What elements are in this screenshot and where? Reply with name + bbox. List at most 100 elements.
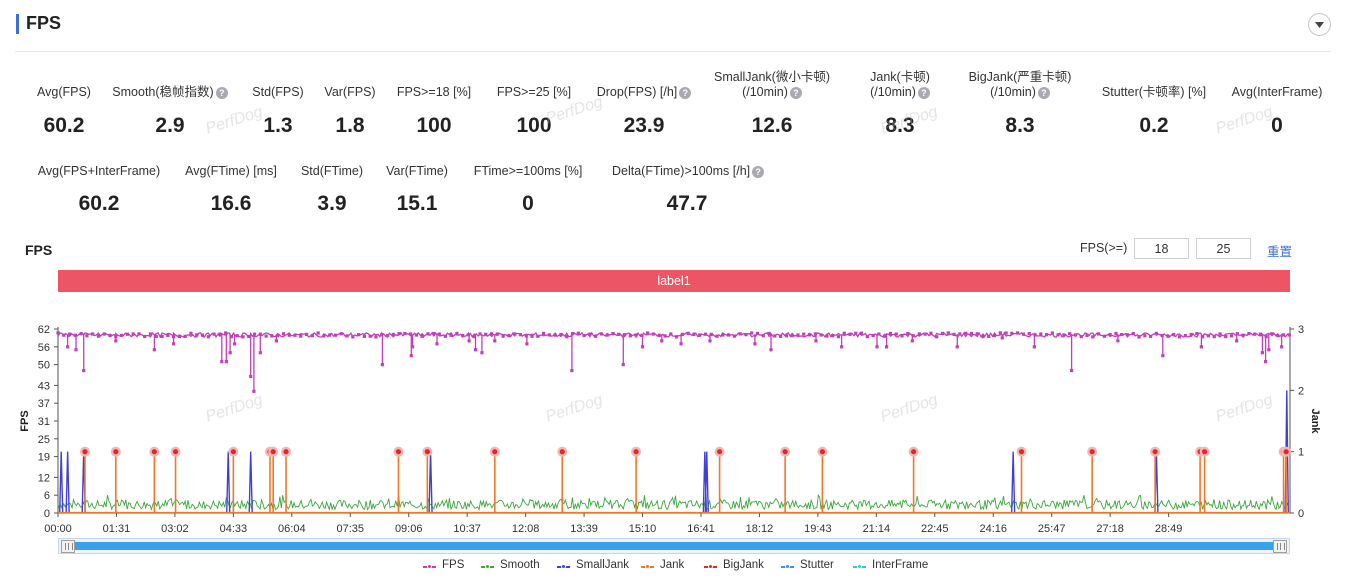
series-fps-point [304,332,309,336]
series-fps-dip-point [274,339,278,343]
series-fps-point [1143,334,1147,338]
metric-label: Delta(FTime)>100ms [/h]? [612,164,765,179]
metric-label: Stutter(卡顿率) [%] [1079,85,1229,100]
series-bigjank-point [395,449,402,455]
section-header: FPS [0,0,1346,52]
help-icon[interactable]: ? [752,166,765,178]
series-fps-point [1068,332,1072,336]
series-fps-dip-point [660,339,664,343]
series-fps-point [917,332,921,336]
series-fps-point [362,334,366,338]
series-bigjank-point [270,449,276,455]
metric-label-text: Std(FPS) [252,85,304,99]
slider-handle-start[interactable] [61,540,75,553]
metric-std-fps: Std(FPS) 1.3 [203,70,353,142]
time-range-slider[interactable] [58,538,1290,554]
series-fps-point [102,332,106,336]
series-fps-point [189,331,193,335]
series-fps-point [276,333,280,338]
series-fps-dip-point [1000,336,1004,340]
series-bigjank-point [283,449,289,455]
help-icon[interactable]: ? [789,87,802,99]
label-bar[interactable]: label1 [58,270,1290,292]
metric-std-ftime: Std(FTime) 3.9 [257,149,407,220]
series-fps-point [1149,334,1153,338]
metric-label-text: Std(FTime) [300,164,364,178]
series-fps-point [542,331,546,336]
metric-avg-interframe: Avg(InterFrame) 0 [1202,70,1346,142]
fps-threshold-input-2[interactable] [1196,238,1251,259]
series-fps-point [969,331,974,336]
series-fps-point [565,335,569,339]
series-fps-point [1010,331,1014,335]
series-fps-point [888,331,893,336]
series-fps-dip-point [814,339,818,343]
legend-swatch [853,564,866,569]
metric-label-text: Avg(FTime) [ms] [185,164,277,178]
collapse-button[interactable] [1308,13,1331,36]
series-fps-point [1264,335,1268,339]
series-fps-point [1039,332,1043,336]
metric-label: Avg(FPS) [0,85,139,100]
metric-value: 23.9 [623,114,665,137]
series-bigjank-point [151,449,157,455]
series-fps-point [501,334,505,338]
series-fps-dip-point [1263,360,1268,364]
header-accent-bar [16,14,19,34]
series-fps-point [91,332,95,336]
slider-handle-end[interactable] [1273,540,1287,553]
y-tick-label: 0 [44,508,50,520]
series-fps-point [73,333,77,337]
series-fps-point [374,335,378,339]
slider-range-fill[interactable] [71,542,1277,550]
reset-link[interactable]: 重置 [1267,245,1293,259]
metric-label: Std(FTime) [257,164,407,179]
series-fps-point [1276,334,1280,338]
y2-tick-label: 1 [1298,447,1304,459]
series-fps-point [1270,332,1274,336]
series-fps-point [310,334,314,338]
series-fps-point [1102,334,1106,338]
help-icon[interactable]: ? [679,87,692,99]
fps-threshold-input-1[interactable] [1134,238,1189,259]
series-fps-point [646,331,650,335]
series-fps-dip-point [885,345,889,349]
metric-delta-ftime-100ms-h: Delta(FTime)>100ms [/h]? 47.7 [612,149,765,220]
help-icon[interactable]: ? [1037,87,1050,99]
legend-label: Jank [660,559,685,571]
y-tick-label: 19 [38,452,50,464]
help-icon[interactable]: ? [917,87,930,99]
metric-jank: Jank(卡顿) (/10min)? 8.3 [825,70,975,142]
series-fps-point [779,334,783,338]
series-smalljank-spike [704,451,709,514]
series-fps-dip-point [480,351,484,355]
metric-label: BigJank(严重卡顿) (/10min)? [945,70,1095,100]
series-fps-dip-point [473,348,478,352]
series-fps-point [935,335,939,339]
series-fps-point [530,334,534,338]
series-fps-point [409,332,413,336]
series-bigjank-point [910,449,917,455]
metric-value: 8.3 [1005,114,1035,137]
series-fps-point [946,331,950,335]
series-fps-dip-point [220,360,224,364]
series-fps-point [680,332,684,336]
legend-swatch [481,564,494,569]
series-fps-dip-point [74,348,78,352]
series-fps-dip-point [493,339,497,343]
series-fps-point [183,334,187,338]
series-fps-point [385,334,390,338]
series-fps-point [166,333,170,338]
x-tick-label: 25:47 [1038,523,1066,535]
series-fps-point [940,331,945,336]
metric-value: 100 [416,114,452,137]
series-fps-point [1183,334,1187,338]
x-tick-label: 22:45 [921,523,949,535]
help-icon[interactable]: ? [215,87,228,99]
series-fps-dip-point [1070,368,1074,373]
series-fps-point [611,331,615,336]
series-fps-point [1212,334,1216,339]
series-fps-point [836,335,841,339]
series-fps-point [883,334,887,338]
